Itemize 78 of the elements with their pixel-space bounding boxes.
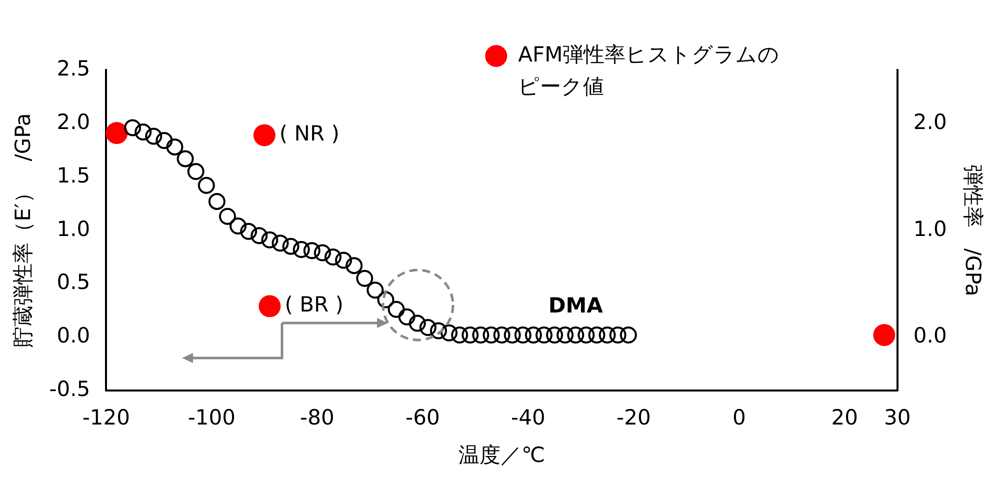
point: [106, 122, 128, 144]
point: [166, 138, 184, 156]
legend-label: AFM弾性率ヒストグラムのピーク値: [518, 42, 780, 98]
point: [482, 326, 500, 344]
point: [176, 150, 194, 168]
x-tick-label: -20: [616, 406, 651, 430]
point: [253, 124, 276, 146]
x-tick-label: -60: [406, 406, 440, 430]
y2-axis-title: 弾性率 /GPa: [960, 164, 985, 296]
x-tick-label: -100: [188, 406, 236, 430]
point: [261, 231, 278, 248]
point: [314, 244, 331, 262]
point: [493, 326, 510, 344]
point: [388, 300, 405, 318]
point: [335, 252, 352, 269]
series-label: DMA: [548, 293, 604, 318]
point: [873, 324, 896, 346]
point: [272, 234, 289, 252]
point: [556, 326, 574, 344]
y-tick-label: 2.0: [56, 110, 90, 134]
point: [292, 241, 310, 258]
point: [609, 326, 626, 344]
point: [546, 326, 564, 344]
point: [145, 128, 162, 145]
point: [578, 326, 595, 344]
point: [324, 248, 342, 266]
point: [356, 270, 374, 287]
point: [462, 326, 479, 344]
point: [134, 123, 152, 140]
point: [208, 192, 226, 210]
point: [535, 326, 552, 344]
point: [440, 324, 458, 342]
point: [430, 322, 447, 340]
x-tick-label: -120: [82, 406, 130, 430]
point: [620, 326, 637, 344]
point: [408, 314, 426, 332]
annotation: ( BR ): [284, 292, 344, 317]
point: [504, 326, 521, 344]
point: [398, 308, 416, 326]
point: [187, 163, 204, 180]
point: [218, 208, 236, 225]
point: [524, 326, 542, 344]
point: [451, 326, 468, 344]
y2-tick-label: 0.0: [913, 324, 947, 348]
point: [419, 319, 436, 336]
point: [124, 119, 142, 136]
point: [366, 282, 384, 299]
x-tick-label: -80: [300, 406, 334, 430]
point: [598, 326, 616, 344]
point: [588, 326, 606, 344]
point: [377, 291, 394, 308]
y2-tick-label: 1.0: [913, 216, 947, 241]
y-tick-label: 1.5: [56, 163, 90, 188]
y-tick-label: 1.0: [56, 216, 90, 241]
x-axis-title: 温度／℃: [458, 442, 546, 467]
point: [567, 326, 584, 344]
y-tick-label: 0.0: [56, 324, 90, 348]
x-tick-label: 30: [884, 406, 911, 430]
point: [346, 257, 363, 274]
y2-tick-label: 2.0: [913, 110, 947, 134]
point: [472, 326, 490, 344]
point: [258, 295, 281, 318]
point: [230, 218, 247, 235]
point: [250, 227, 268, 244]
annotation: ( NR ): [279, 122, 340, 146]
point: [156, 132, 173, 150]
y-tick-label: -0.5: [49, 377, 90, 402]
point: [282, 238, 300, 255]
point: [240, 222, 258, 240]
x-tick-label: 20: [831, 406, 858, 430]
y-tick-label: 2.5: [56, 56, 90, 80]
y-tick-label: 0.5: [56, 270, 90, 294]
point: [514, 326, 532, 344]
y-axis-title: 貯蔵弾性率（E′） /GPa: [11, 113, 36, 348]
point: [198, 176, 215, 194]
x-tick-label: 0: [732, 406, 746, 430]
x-tick-label: -40: [511, 406, 546, 430]
point: [303, 242, 320, 260]
